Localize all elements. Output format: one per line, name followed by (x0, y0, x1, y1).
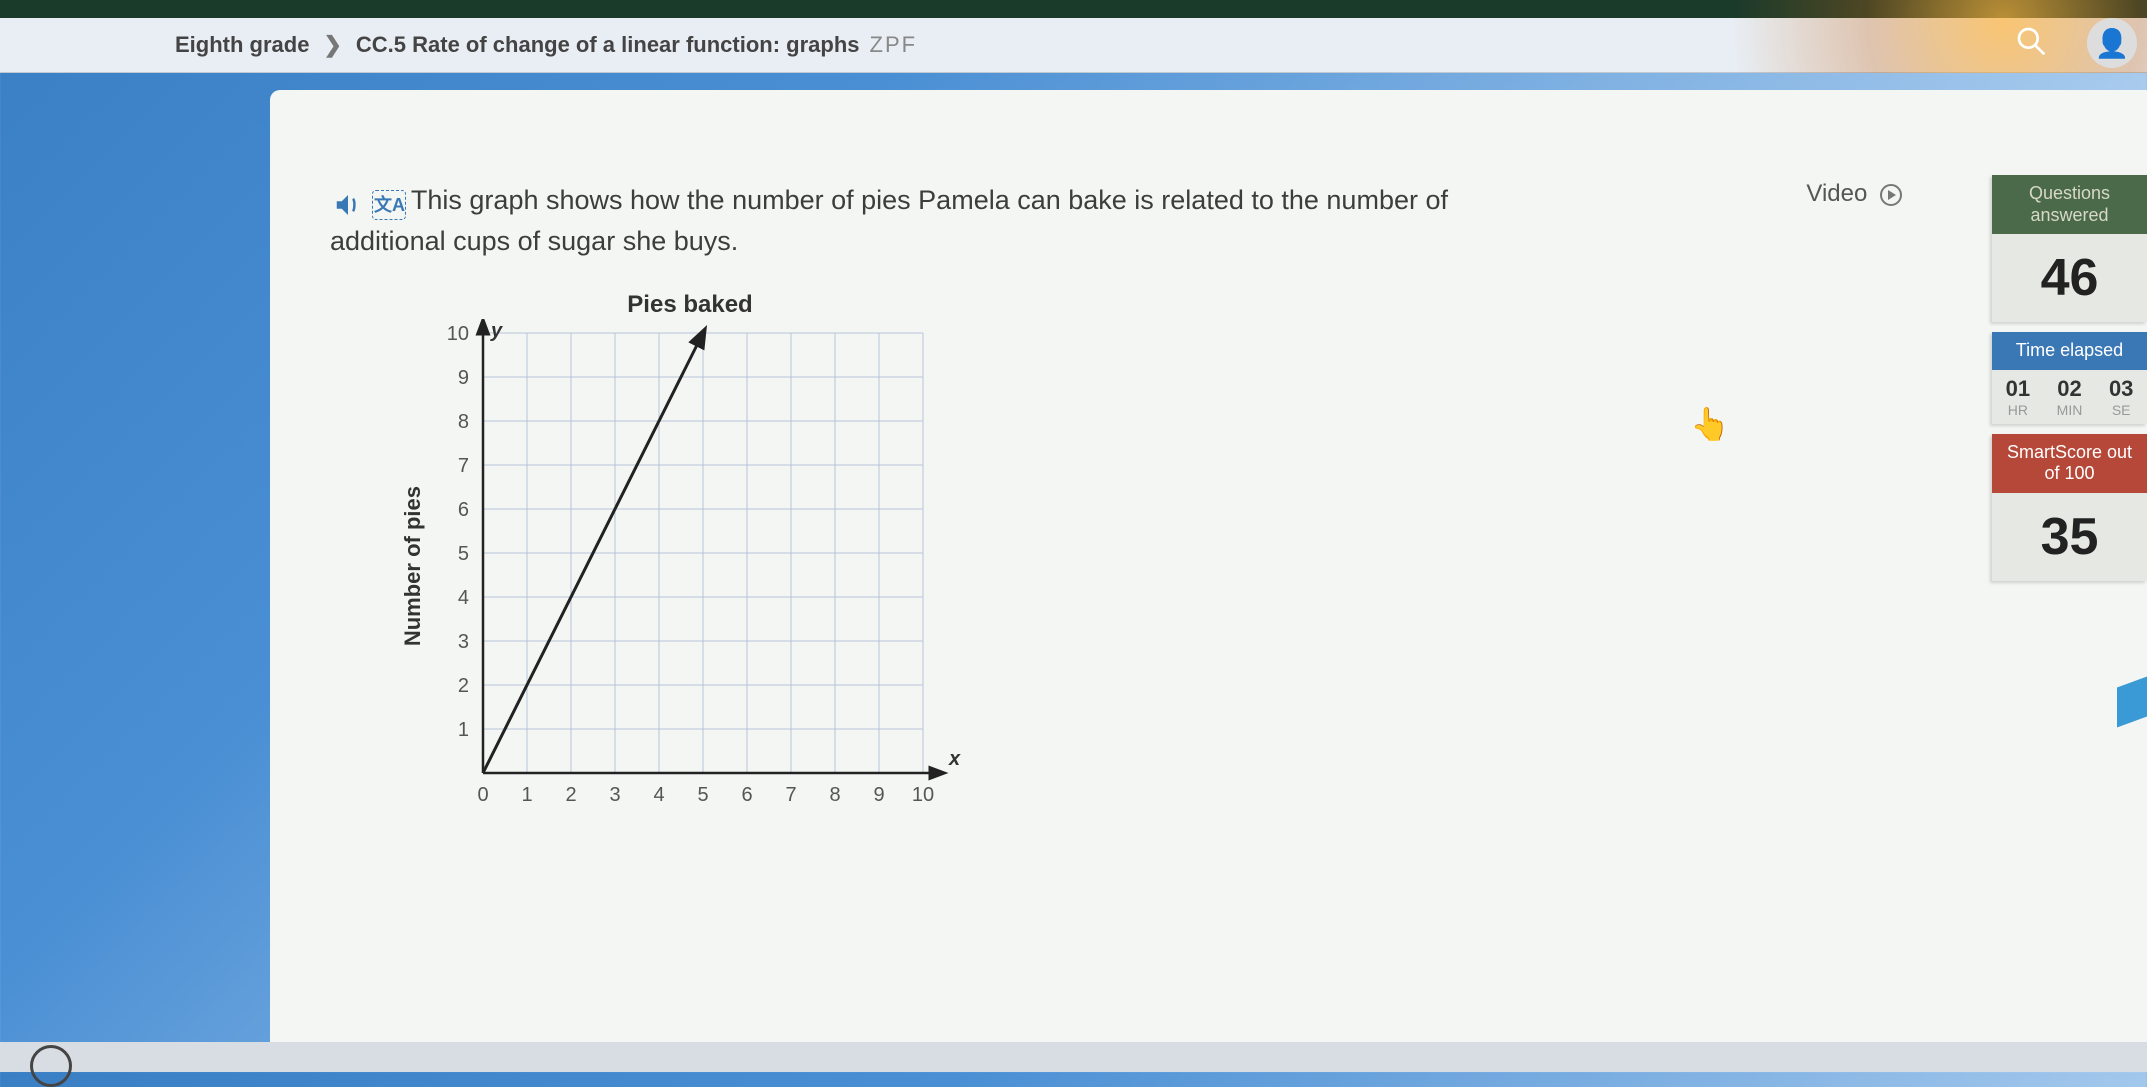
svg-text:5: 5 (458, 543, 469, 565)
svg-text:0: 0 (477, 784, 488, 806)
time-elapsed-label: Time elapsed (1992, 332, 2147, 370)
time-sec-lbl: SE (2095, 402, 2147, 418)
breadcrumb-grade[interactable]: Eighth grade (175, 32, 309, 58)
svg-text:6: 6 (741, 784, 752, 806)
svg-text:8: 8 (829, 784, 840, 806)
video-label: Video (1806, 180, 1867, 207)
breadcrumb-skill[interactable]: CC.5 Rate of change of a linear function… (356, 32, 860, 58)
questions-answered-box: Questions answered 46 (1992, 175, 2147, 322)
chart-plot: 0 1 2 3 4 5 6 7 8 9 10 1 2 3 4 5 6 7 8 9 10 x y (438, 319, 963, 813)
chevron-right-icon: ❯ (323, 32, 341, 58)
svg-text:2: 2 (458, 675, 469, 697)
breadcrumb-code: ZPF (870, 32, 918, 58)
search-icon[interactable] (2015, 25, 2047, 57)
svg-text:3: 3 (609, 784, 620, 806)
svg-text:x: x (948, 748, 961, 770)
smartscore-label: SmartScore out of 100 (1992, 434, 2147, 493)
time-min-lbl: MIN (2044, 402, 2096, 418)
smartscore-value: 35 (1992, 493, 2147, 581)
video-link[interactable]: Video (1806, 180, 1902, 208)
svg-text:8: 8 (458, 411, 469, 433)
svg-text:9: 9 (458, 367, 469, 389)
time-elapsed-box: Time elapsed 01HR 02MIN 03SE (1992, 332, 2147, 424)
translate-icon[interactable]: 文A (372, 190, 406, 220)
time-min: 02 (2044, 376, 2096, 402)
smartscore-box: SmartScore out of 100 35 (1992, 434, 2147, 581)
taskbar (0, 1042, 2147, 1072)
score-panel: Questions answered 46 Time elapsed 01HR … (1992, 175, 2147, 581)
time-hr-lbl: HR (1992, 402, 2044, 418)
svg-text:4: 4 (458, 587, 469, 609)
svg-text:5: 5 (697, 784, 708, 806)
questions-answered-label: Questions answered (1992, 175, 2147, 234)
svg-text:y: y (490, 320, 503, 342)
avatar[interactable]: 👤 (2087, 18, 2137, 68)
svg-text:2: 2 (565, 784, 576, 806)
svg-text:10: 10 (447, 323, 469, 345)
svg-text:1: 1 (521, 784, 532, 806)
speaker-icon[interactable] (330, 190, 368, 220)
svg-text:10: 10 (912, 784, 934, 806)
hint-tab[interactable] (2117, 677, 2147, 728)
play-icon (1880, 184, 1902, 206)
questions-answered-value: 46 (1992, 234, 2147, 322)
svg-text:1: 1 (458, 719, 469, 741)
time-hr: 01 (1992, 376, 2044, 402)
question-text: This graph shows how the number of pies … (330, 185, 1448, 256)
svg-text:9: 9 (873, 784, 884, 806)
cursor-icon: 👆 (1690, 405, 1730, 443)
svg-text:7: 7 (785, 784, 796, 806)
svg-text:6: 6 (458, 499, 469, 521)
svg-text:4: 4 (653, 784, 664, 806)
chart: Pies baked Number of pies 01234567891012… (400, 291, 2087, 813)
svg-text:7: 7 (458, 455, 469, 477)
question-area: 文A This graph shows how the number of pi… (330, 180, 1450, 261)
chart-title: Pies baked (450, 291, 930, 319)
topbar-right: 👤 (1667, 0, 2147, 73)
start-button[interactable] (30, 1045, 72, 1087)
svg-text:3: 3 (458, 631, 469, 653)
y-axis-label: Number of pies (400, 486, 426, 646)
question-card: 文A This graph shows how the number of pi… (270, 90, 2147, 1042)
time-sec: 03 (2095, 376, 2147, 402)
